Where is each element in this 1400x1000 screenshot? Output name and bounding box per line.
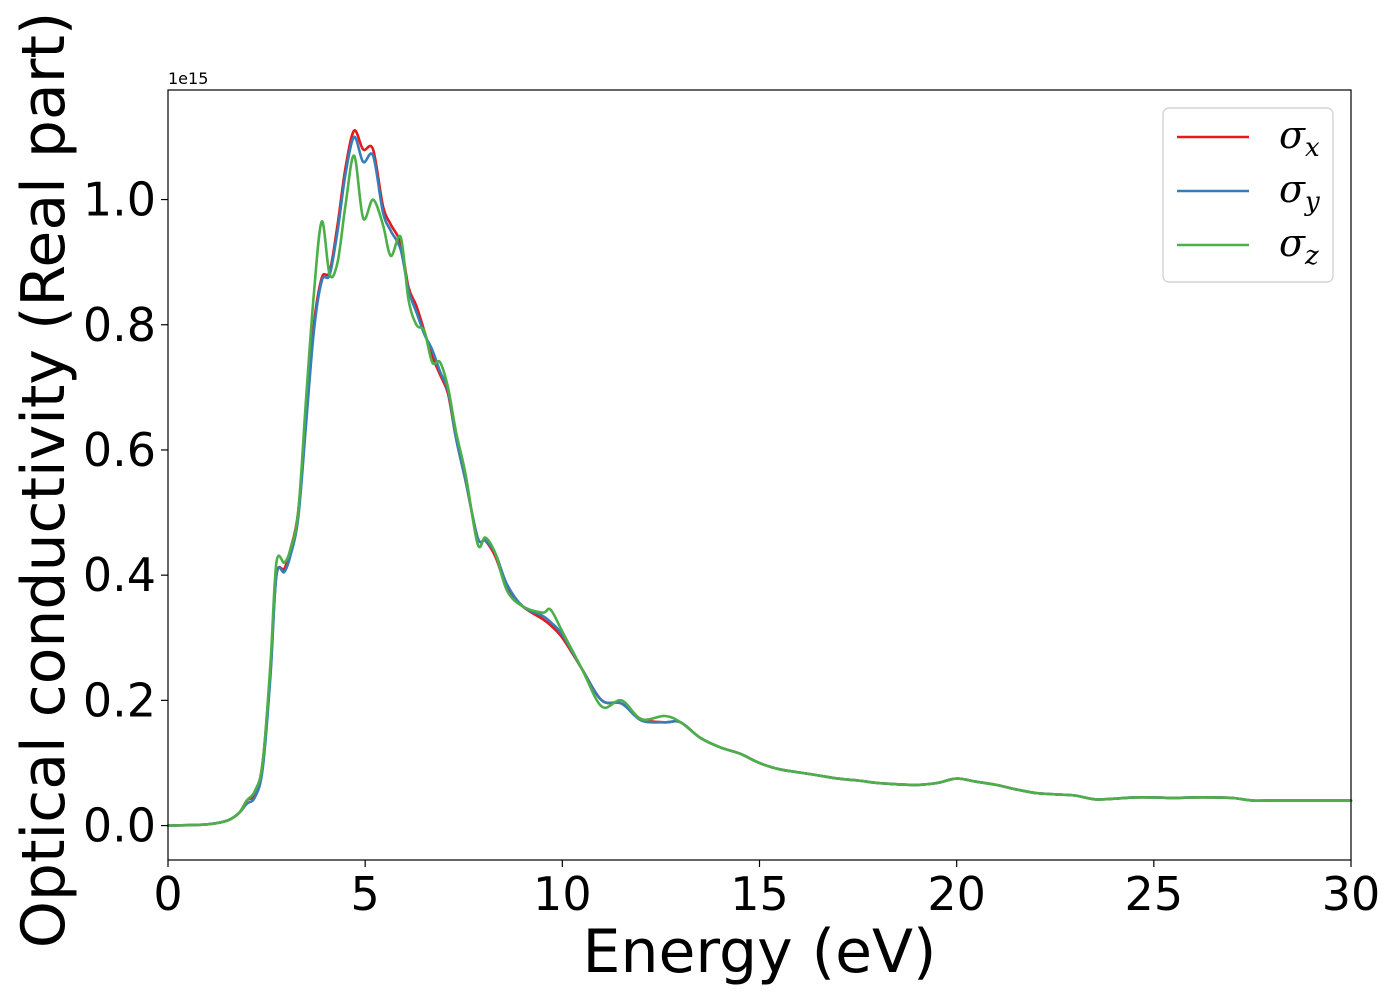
legend-box xyxy=(1162,107,1334,283)
x-tick-label: 10 xyxy=(533,867,592,921)
y-tick-label: 0.4 xyxy=(83,548,156,602)
y-axis-label: Optical conductivity (Real part) xyxy=(9,12,79,949)
x-tick-label: 15 xyxy=(730,867,789,921)
y-tick-label: 0.0 xyxy=(83,799,156,853)
legend-label-subscript: x xyxy=(1305,133,1320,163)
y-tick-label: 1.0 xyxy=(83,173,156,227)
x-axis-label: Energy (eV) xyxy=(583,917,937,987)
x-axis: 0 5 10 15 20 25 30 xyxy=(153,860,1380,921)
legend-label-symbol: σ xyxy=(1279,221,1306,265)
x-tick-label: 20 xyxy=(927,867,986,921)
series-layer xyxy=(166,129,1353,827)
legend-label-subscript: z xyxy=(1304,241,1319,271)
y-axis-offset-label: 1e15 xyxy=(168,69,208,88)
x-tick-label: 30 xyxy=(1322,867,1381,921)
legend-label-y: σy xyxy=(1279,167,1320,217)
y-tick-label: 0.2 xyxy=(83,673,156,727)
x-tick-label: 0 xyxy=(153,867,182,921)
y-axis: 0.0 0.2 0.4 0.6 0.8 1.0 xyxy=(83,173,168,853)
x-tick-label: 25 xyxy=(1125,867,1184,921)
y-tick-label: 0.8 xyxy=(83,298,156,352)
legend-label-z: σz xyxy=(1279,221,1319,271)
legend-label-subscript: y xyxy=(1304,187,1320,217)
x-tick-label: 5 xyxy=(351,867,380,921)
legend-label-x: σx xyxy=(1279,113,1320,163)
legend-label-symbol: σ xyxy=(1279,113,1306,157)
series-line-z xyxy=(166,154,1353,827)
legend-label-symbol: σ xyxy=(1279,167,1306,211)
y-tick-label: 0.6 xyxy=(83,423,156,477)
